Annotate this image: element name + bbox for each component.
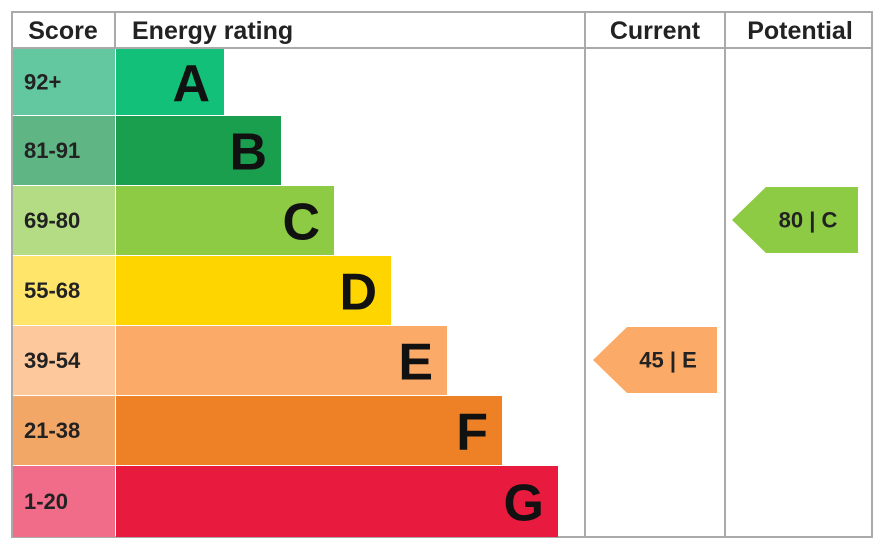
band-bar [116, 186, 334, 255]
band-score: 55-68 [24, 278, 80, 303]
band-letter: F [456, 404, 488, 462]
band-score: 21-38 [24, 418, 80, 443]
score-cell [13, 116, 115, 185]
band-letter: A [172, 55, 210, 113]
header-score: Score [28, 17, 98, 45]
band-bar [116, 326, 447, 395]
band-score: 69-80 [24, 208, 80, 233]
score-cell [13, 396, 115, 465]
current-label: 45 | E [639, 348, 697, 373]
band-letter: G [504, 475, 544, 533]
score-cell [13, 256, 115, 325]
band-letter: D [339, 264, 377, 322]
current-arrow [593, 327, 717, 393]
band-bar [116, 396, 502, 465]
score-cell [13, 49, 115, 115]
band-score: 1-20 [24, 489, 68, 514]
header-current: Current [610, 17, 701, 45]
score-cell [13, 466, 115, 537]
band-bar [116, 466, 558, 537]
band-letter: C [282, 194, 320, 252]
score-cell [13, 186, 115, 255]
band-score: 39-54 [24, 348, 81, 373]
band-letter: B [229, 124, 267, 182]
potential-arrow [732, 187, 858, 253]
potential-label: 80 | C [779, 208, 838, 233]
band-bar [116, 256, 391, 325]
header-potential: Potential [747, 17, 853, 45]
band-score: 81-91 [24, 138, 80, 163]
band-bar [116, 116, 281, 185]
score-cell [13, 326, 115, 395]
band-letter: E [398, 334, 433, 392]
band-bar [116, 49, 224, 115]
header-rating: Energy rating [132, 17, 293, 45]
band-score: 92+ [24, 70, 61, 95]
